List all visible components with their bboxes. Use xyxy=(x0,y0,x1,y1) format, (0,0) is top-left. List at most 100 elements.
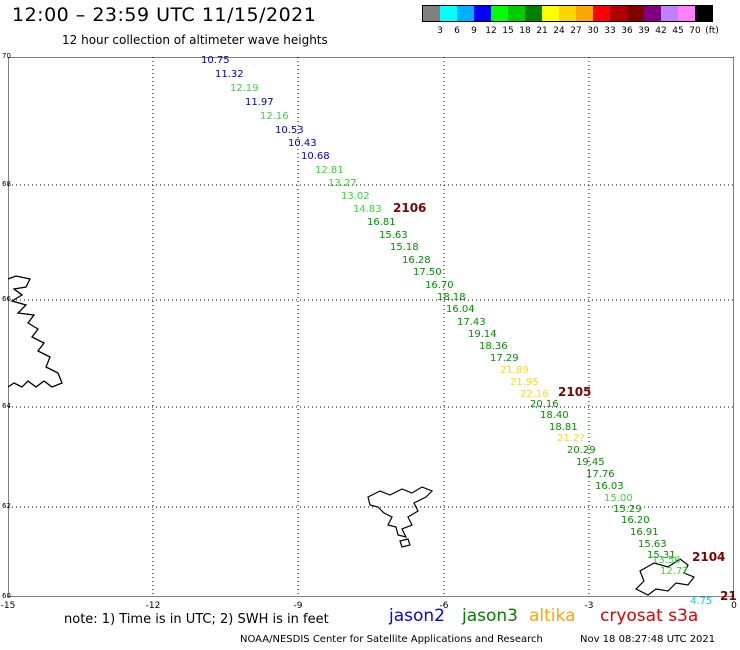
legend-swatch xyxy=(491,6,508,21)
longitude-label: 0 xyxy=(731,601,737,611)
wave-height-value: 19.45 xyxy=(576,457,605,468)
latitude-label: 60 xyxy=(2,592,11,600)
legend-swatch xyxy=(644,6,661,21)
legend-swatch xyxy=(627,6,644,21)
latitude-label: 62 xyxy=(2,502,11,510)
legend-scale-label: 33 xyxy=(604,26,616,36)
legend-scale-label: 39 xyxy=(638,26,650,36)
legend-scale-label: 45 xyxy=(672,26,684,36)
latitude-label: 68 xyxy=(2,180,11,188)
legend-swatch xyxy=(508,6,525,21)
satellite-jason2: jason2 xyxy=(389,606,445,626)
wave-height-value: 14.83 xyxy=(353,204,382,215)
legend-swatch xyxy=(559,6,576,21)
footer-note: note: 1) Time is in UTC; 2) SWH is in fe… xyxy=(64,612,329,627)
wave-height-value: 17.29 xyxy=(490,353,519,364)
longitude-label: -3 xyxy=(584,601,594,611)
pass-number: 21 xyxy=(720,589,737,603)
iceland-coastline xyxy=(8,275,63,388)
legend-swatch xyxy=(474,6,491,21)
wave-height-value: 16.04 xyxy=(446,304,475,315)
latitude-label: 66 xyxy=(2,295,11,303)
legend-scale-label: 3 xyxy=(437,26,443,36)
legend-scale-label: 24 xyxy=(553,26,565,36)
wave-height-value: 18.81 xyxy=(549,422,578,433)
legend-swatch xyxy=(576,6,593,21)
wave-height-value: 17.43 xyxy=(457,317,486,328)
wave-height-value: 13.56 xyxy=(652,555,681,566)
generation-timestamp: Nov 18 08:27:48 UTC 2021 xyxy=(580,634,716,645)
faroe-islands-coastline xyxy=(367,486,434,548)
credit-line: NOAA/NESDIS Center for Satellite Applica… xyxy=(240,634,543,645)
lat-lon-grid xyxy=(8,57,734,597)
legend-scale-label: 18 xyxy=(519,26,531,36)
legend-swatch xyxy=(542,6,559,21)
wave-height-value: 10.43 xyxy=(288,138,317,149)
legend-scale-label: (ft) xyxy=(705,26,719,36)
longitude-label: -9 xyxy=(293,601,303,611)
legend-swatch xyxy=(440,6,457,21)
legend-swatch xyxy=(661,6,678,21)
latitude-label: 64 xyxy=(2,402,11,410)
wave-height-value: 16.20 xyxy=(621,515,650,526)
wave-height-value: 11.32 xyxy=(215,69,244,80)
wave-height-value: 20.16 xyxy=(530,399,559,410)
wave-height-value: 16.70 xyxy=(425,280,454,291)
legend-scale-label: 30 xyxy=(587,26,599,36)
wave-height-value: 12.7? xyxy=(660,566,688,577)
wave-height-value: 12.16 xyxy=(260,111,289,122)
wave-height-value: 15.18 xyxy=(390,242,419,253)
wave-height-value: 12.19 xyxy=(230,83,259,94)
longitude-label: -15 xyxy=(0,601,16,611)
wave-height-value: 16.81 xyxy=(367,217,396,228)
legend-swatch xyxy=(610,6,627,21)
longitude-label: -6 xyxy=(439,601,449,611)
legend-scale-label: 42 xyxy=(655,26,667,36)
wave-height-value: 10.75 xyxy=(201,55,230,66)
wave-height-value: 16.03 xyxy=(595,481,624,492)
map-plot-area xyxy=(8,57,734,597)
wave-height-value: 13.02 xyxy=(341,191,370,202)
legend-scale-label: 27 xyxy=(570,26,582,36)
wave-height-value: 10.53 xyxy=(275,125,304,136)
legend-swatch xyxy=(525,6,542,21)
wave-height-value: 21.95 xyxy=(510,377,539,388)
wave-height-value: 20.29 xyxy=(567,445,596,456)
wave-height-value: 19.14 xyxy=(468,329,497,340)
pass-number: 2106 xyxy=(393,201,427,215)
legend-scale-label: 9 xyxy=(471,26,477,36)
satellite-jason3: jason3 xyxy=(462,606,518,626)
wave-height-value: 18.40 xyxy=(540,410,569,421)
legend-swatch xyxy=(423,6,440,21)
wave-height-value: 16.91 xyxy=(630,527,659,538)
wave-height-value: 16.28 xyxy=(402,255,431,266)
wave-height-value: 17.50 xyxy=(413,267,442,278)
wave-height-value: 15.63 xyxy=(379,230,408,241)
longitude-label: -12 xyxy=(145,601,161,611)
legend-scale-label: 36 xyxy=(621,26,633,36)
legend-scale-label: 12 xyxy=(485,26,497,36)
wave-height-value: 18.18 xyxy=(437,292,466,303)
wave-height-value: 13.27 xyxy=(328,178,357,189)
wave-height-value: 15.63 xyxy=(638,539,667,550)
wave-height-value: 17.76 xyxy=(586,469,615,480)
wave-height-value: 12.81 xyxy=(315,165,344,176)
wave-height-value: 15.31 xyxy=(647,550,676,561)
wave-height-value: 4.75 xyxy=(690,596,713,607)
satellite-cryosat-s3a: cryosat s3a xyxy=(600,606,699,626)
legend-swatch xyxy=(678,6,695,21)
wave-height-value: 10.68 xyxy=(301,151,330,162)
map-title: 12:00 – 23:59 UTC 11/15/2021 xyxy=(12,4,317,26)
legend-scale-label: 6 xyxy=(454,26,460,36)
color-scale-swatches xyxy=(422,5,713,22)
wave-height-value: 22.16 xyxy=(520,389,549,400)
legend-scale-label: 21 xyxy=(536,26,548,36)
legend-swatch xyxy=(457,6,474,21)
legend-scale-label: 70 xyxy=(689,26,701,36)
legend-swatch xyxy=(593,6,610,21)
wave-height-value: 15.00 xyxy=(604,493,633,504)
wave-height-value: 15.29 xyxy=(613,504,642,515)
wave-height-value: 11.97 xyxy=(245,97,274,108)
satellite-altika: altika xyxy=(529,606,576,626)
map-subtitle: 12 hour collection of altimeter wave hei… xyxy=(62,33,328,47)
